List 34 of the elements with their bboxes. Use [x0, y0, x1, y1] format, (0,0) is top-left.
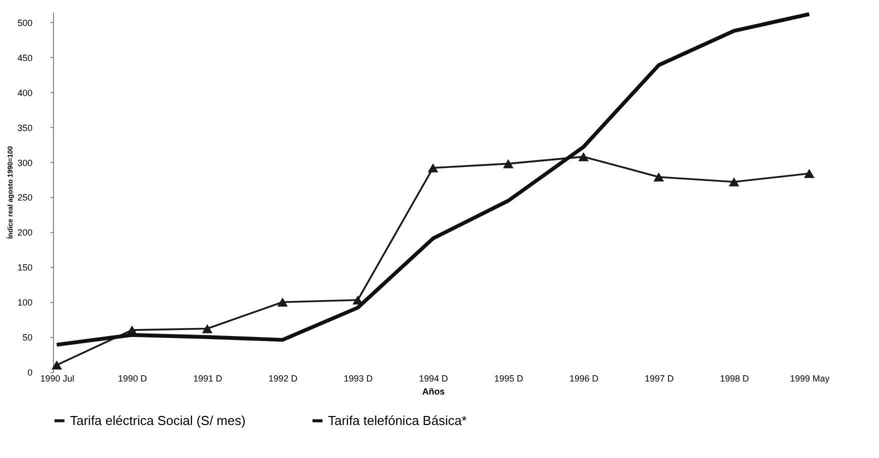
y-tick-label: 0 — [27, 368, 32, 378]
y-tick-label: 350 — [17, 122, 32, 133]
y-tick-label: 50 — [22, 332, 32, 343]
x-tick-label: 1995 D — [494, 374, 524, 384]
point — [277, 298, 288, 307]
x-tick-label: 1990 Jul — [40, 374, 74, 384]
y-tick-label: 400 — [17, 88, 32, 98]
point — [202, 324, 212, 334]
point — [728, 177, 740, 186]
point — [52, 360, 62, 370]
y-tick-label: 100 — [17, 298, 32, 308]
x-tick-label: 1991 D — [193, 374, 223, 384]
x-axis-title: Años — [422, 386, 445, 396]
point — [428, 163, 438, 172]
point — [578, 152, 589, 162]
y-tick-label: 150 — [17, 262, 32, 273]
x-tick-label: 1994 D — [418, 374, 449, 384]
y-tick-label: 300 — [17, 158, 32, 168]
y-tick-label: 500 — [17, 18, 32, 28]
point — [654, 172, 664, 182]
x-tick-label: 1990 D — [118, 374, 148, 384]
x-tick-label: 1993 D — [344, 374, 374, 384]
y-tick-label: 250 — [17, 192, 32, 203]
legend-label: Tarifa telefónica Básica* — [328, 412, 467, 428]
point — [503, 159, 514, 168]
legend-label: Tarifa eléctrica Social (S/ mes) — [70, 412, 246, 428]
x-tick-label: 1992 D — [268, 374, 298, 384]
x-tick-label: 1998 D — [720, 374, 750, 384]
y-tick-label: 450 — [17, 52, 32, 63]
point — [804, 168, 814, 178]
x-tick-label: 1999 May — [790, 374, 830, 384]
x-tick-label: 1997 D — [644, 374, 674, 384]
y-tick-label: 200 — [17, 228, 32, 238]
x-tick-label: 1996 D — [569, 374, 599, 384]
